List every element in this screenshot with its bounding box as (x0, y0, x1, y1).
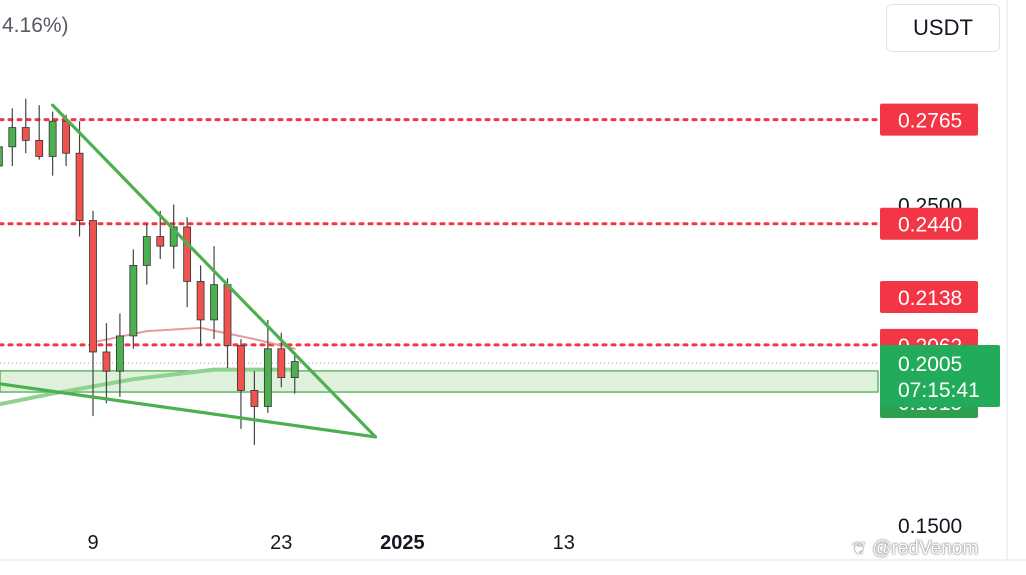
x-tick-label: 23 (270, 532, 292, 554)
candle-body (21, 127, 30, 141)
candle-body (116, 335, 124, 372)
candle-body (8, 127, 17, 148)
candle-body (129, 265, 138, 337)
x-tick-label: 2025 (380, 532, 425, 554)
candle-body (0, 146, 3, 167)
candle-body (35, 140, 44, 157)
price-tag-label: 0.2440 (898, 214, 962, 237)
candles (0, 98, 299, 445)
candle-body (48, 120, 57, 157)
y-tick-label: 0.1500 (898, 515, 962, 538)
price-tag-bg (880, 207, 978, 240)
x-tick-label: 9 (87, 532, 98, 554)
candle-body (142, 236, 151, 266)
candle-body (62, 120, 70, 154)
trendline (51, 103, 378, 439)
candle-body (290, 361, 299, 379)
current-price-tag-bg (880, 345, 1000, 407)
candle-body (156, 236, 165, 247)
watermark: ❦ @redVenom (852, 538, 978, 560)
trendline (0, 382, 378, 439)
current-price-label: 0.2005 (898, 353, 962, 376)
price-tag-bg (880, 281, 978, 313)
trendlines[interactable] (0, 103, 378, 439)
currency-selector-button[interactable]: USDT (886, 4, 1000, 52)
candle-body (210, 284, 218, 321)
candle-body (237, 345, 245, 391)
price-tag-label: 0.2765 (898, 110, 962, 133)
candle-body (277, 348, 286, 379)
price-tag-bg (880, 103, 978, 136)
price-levels (0, 118, 880, 393)
bird-logo-icon: ❦ (852, 539, 867, 558)
candle-body (102, 351, 111, 372)
price-labels: 0.27650.24400.21380.20620.19150.200507:1… (880, 103, 1000, 419)
price-tag-label: 0.2138 (898, 287, 962, 310)
candle-body (183, 226, 192, 282)
candle-body (89, 220, 97, 353)
candle-body (196, 281, 205, 321)
candle-body (223, 284, 232, 346)
price-change-text: 4.16%) (2, 14, 69, 37)
candle-body (169, 226, 178, 247)
x-tick-label: 13 (553, 532, 575, 554)
candle-body (263, 348, 272, 407)
candle-countdown-label: 07:15:41 (898, 379, 980, 402)
candle-body (250, 390, 259, 407)
watermark-text: @redVenom (872, 538, 979, 559)
candle-body (75, 152, 84, 221)
support-zone (0, 370, 879, 393)
